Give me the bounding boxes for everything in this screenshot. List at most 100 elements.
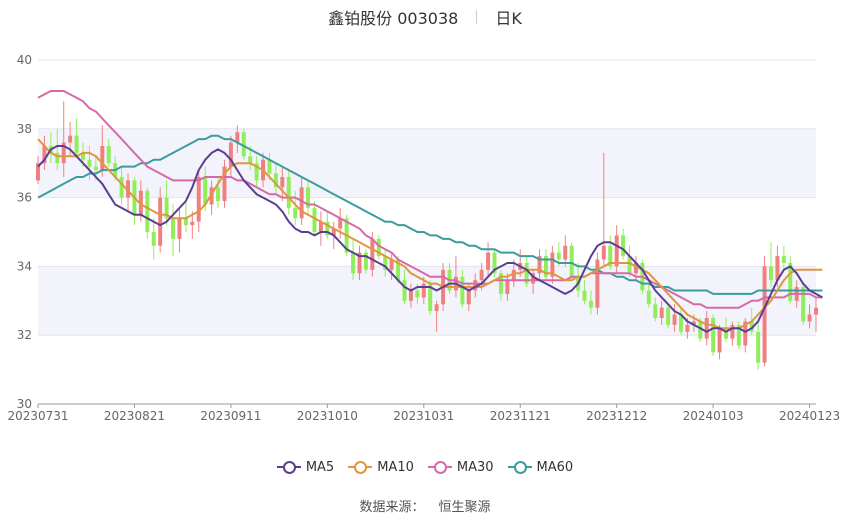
candle-body — [318, 221, 323, 232]
chart-title-bar: 鑫铂股份 003038 日K — [0, 4, 850, 30]
candle-body — [498, 273, 503, 294]
chart-legend: MA5 MA10 MA30 MA60 — [0, 456, 850, 478]
candle-body — [678, 314, 683, 332]
ma30-legend-icon — [427, 460, 452, 474]
candle-body — [788, 262, 793, 301]
y-tick-label: 40 — [17, 53, 32, 67]
candle-body — [126, 180, 131, 198]
candle-body — [550, 252, 555, 277]
ma30-line — [37, 90, 823, 309]
candle-body — [248, 156, 253, 164]
y-tick-label: 38 — [17, 122, 32, 136]
candle-body — [325, 221, 330, 236]
candle-body — [428, 283, 433, 312]
candle-body — [216, 187, 221, 202]
candle-body — [106, 146, 111, 164]
candle-body — [743, 321, 748, 346]
source-label: 数据来源： — [359, 500, 425, 515]
candle-body — [408, 290, 413, 301]
candle-body — [383, 256, 388, 270]
candle-body — [614, 235, 619, 267]
data-source: 数据来源： 恒生聚源 — [0, 496, 850, 515]
candle-body — [762, 266, 767, 363]
candle-body — [370, 238, 375, 270]
legend-item-ma60[interactable]: MA60 — [507, 460, 573, 475]
x-tick-label: 20231031 — [393, 409, 454, 423]
candle-body — [190, 221, 195, 226]
candle-body — [524, 262, 529, 284]
x-tick-label: 20240103 — [683, 409, 744, 423]
candle-body — [466, 290, 471, 305]
candle-body — [627, 256, 632, 274]
y-tick-label: 30 — [17, 397, 32, 411]
candle-body — [781, 256, 786, 263]
candle-body — [621, 235, 626, 257]
candle-body — [473, 280, 478, 291]
candle-body — [582, 290, 587, 301]
candle-body — [235, 132, 240, 143]
candle-body — [254, 163, 259, 181]
candle-body — [158, 197, 163, 246]
candle-body — [402, 280, 407, 301]
candle-body — [338, 218, 343, 229]
candle-body — [595, 259, 600, 308]
period-label[interactable]: 日K — [495, 9, 522, 28]
candle-body — [531, 273, 536, 284]
candle-body — [93, 166, 98, 171]
candle-body — [312, 207, 317, 232]
candle-body — [691, 321, 696, 325]
candle-body — [608, 245, 613, 267]
legend-item-ma30[interactable]: MA30 — [427, 460, 494, 475]
stock-title: 鑫铂股份 003038 — [328, 9, 459, 28]
ma10-legend-icon — [348, 460, 373, 474]
x-tick-label: 20231010 — [297, 409, 358, 423]
candle-body — [730, 324, 735, 339]
candle-body — [241, 132, 246, 157]
candle-body — [351, 252, 356, 274]
ma5-legend-icon — [276, 460, 301, 474]
candle-body — [357, 252, 362, 274]
candle-body — [421, 283, 426, 298]
legend-item-ma10[interactable]: MA10 — [348, 460, 414, 475]
candle-body — [273, 173, 278, 188]
candle-body — [601, 245, 606, 260]
candle-body — [556, 252, 561, 260]
candle-body — [151, 232, 156, 246]
candle-body — [717, 328, 722, 353]
candle-body — [479, 269, 484, 281]
candle-body — [145, 190, 150, 232]
candle-body — [100, 146, 105, 171]
x-tick-label: 20240123 — [779, 409, 840, 423]
candle-body — [164, 197, 169, 219]
candle-body — [756, 331, 761, 363]
candle-body — [672, 314, 677, 325]
candle-body — [588, 300, 593, 308]
candle-body — [81, 152, 86, 160]
y-tick-label: 36 — [17, 191, 32, 205]
legend-label-ma10: MA10 — [377, 459, 414, 475]
candle-body — [704, 318, 709, 339]
candle-body — [646, 290, 651, 305]
candle-body — [768, 266, 773, 281]
candle-body — [749, 321, 754, 332]
y-tick-label: 34 — [17, 259, 32, 273]
candle-body — [55, 152, 60, 164]
candle-body — [68, 135, 73, 143]
legend-item-ma5[interactable]: MA5 — [276, 460, 334, 475]
candle-body — [267, 159, 272, 174]
candle-body — [389, 259, 394, 270]
candle-body — [659, 307, 664, 318]
candle-body — [685, 324, 690, 332]
candle-body — [711, 318, 716, 353]
candle-body — [653, 304, 658, 318]
ma5-line — [37, 145, 823, 333]
x-tick-label: 20231212 — [586, 409, 647, 423]
candle-body — [633, 262, 638, 274]
candle-body — [563, 245, 568, 260]
candle-body — [363, 252, 368, 270]
candle-body — [543, 256, 548, 277]
candle-body — [511, 269, 516, 281]
candle-body — [801, 287, 806, 322]
candle-body — [74, 135, 79, 153]
